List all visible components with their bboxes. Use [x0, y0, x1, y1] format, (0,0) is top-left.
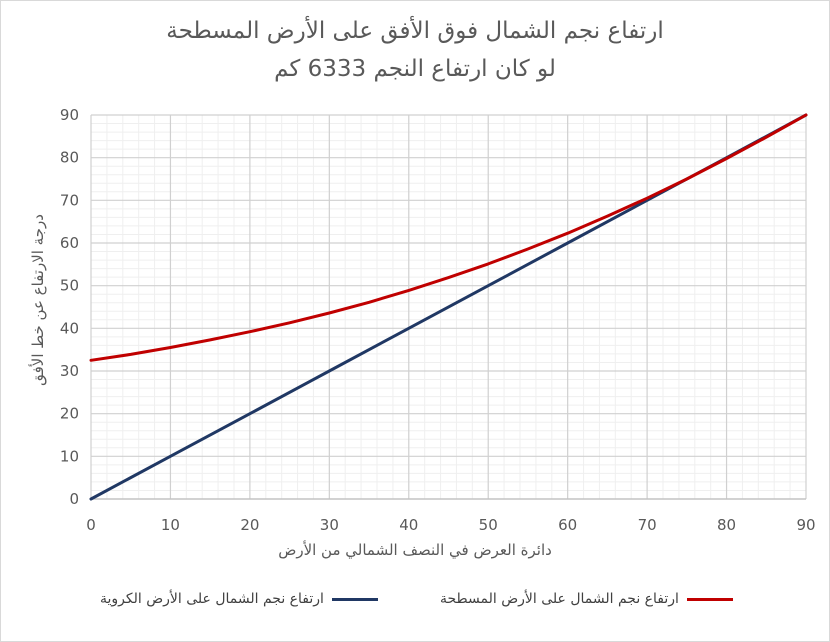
y-tick-label: 90 [60, 106, 79, 124]
chart-title: ارتفاع نجم الشمال فوق الأفق على الأرض ال… [166, 18, 664, 44]
y-tick-label: 40 [60, 319, 79, 337]
y-tick-label: 80 [60, 149, 79, 167]
legend-item-flat: ارتفاع نجم الشمال على الأرض المسطحة [440, 588, 733, 610]
grid [90, 114, 807, 500]
y-tick-label: 20 [60, 405, 79, 423]
x-tick-label: 10 [161, 516, 180, 534]
x-tick-label: 90 [796, 516, 815, 534]
x-tick-label: 50 [479, 516, 498, 534]
chart-subtitle: لو كان ارتفاع النجم 6333 كم [274, 56, 556, 82]
x-tick-label: 30 [320, 516, 339, 534]
x-tick-label: 60 [558, 516, 577, 534]
legend-item-spherical: ارتفاع نجم الشمال على الأرض الكروية [100, 588, 378, 610]
x-tick-label: 0 [86, 516, 96, 534]
y-tick-label: 0 [69, 490, 79, 508]
y-tick-label: 60 [60, 234, 79, 252]
x-tick-label: 70 [638, 516, 657, 534]
x-tick-label: 80 [717, 516, 736, 534]
y-tick-label: 10 [60, 447, 79, 465]
legend-label-flat: ارتفاع نجم الشمال على الأرض المسطحة [440, 591, 679, 607]
legend-swatch-flat [686, 597, 733, 601]
y-tick-label: 70 [60, 191, 79, 209]
legend-label-spherical: ارتفاع نجم الشمال على الأرض الكروية [100, 591, 324, 607]
x-tick-label: 20 [240, 516, 259, 534]
x-axis-label: دائرة العرض في النصف الشمالي من الأرض [278, 541, 552, 559]
legend-swatch-spherical [331, 597, 378, 601]
series-line-flat [89, 113, 808, 362]
series-lines [89, 113, 808, 501]
y-axis-label: درجة الارتفاع عن خط الأفق [29, 214, 47, 386]
axes: 0 10 20 30 40 50 60 70 80 90 0 10 20 30 40 50 60 70 80 90 [60, 106, 816, 534]
y-tick-label: 50 [60, 277, 79, 295]
y-tick-label: 30 [60, 362, 79, 380]
x-tick-label: 40 [399, 516, 418, 534]
